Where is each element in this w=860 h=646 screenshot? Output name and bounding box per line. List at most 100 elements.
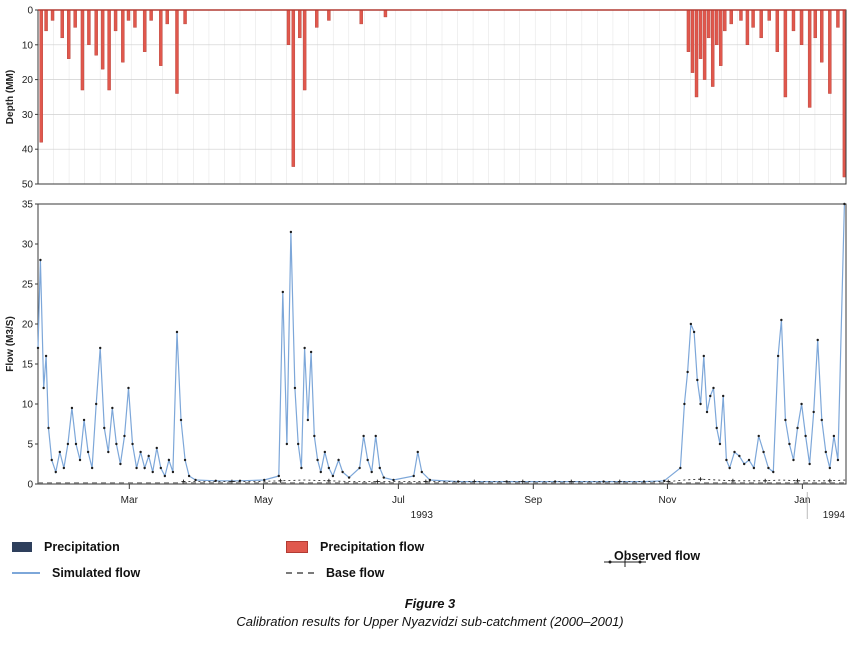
legend-swatch-dashed-line bbox=[286, 572, 314, 574]
precip-bar bbox=[298, 9, 302, 39]
precip-bar bbox=[60, 9, 64, 39]
precip-bar bbox=[698, 9, 703, 59]
svg-text:0: 0 bbox=[27, 6, 33, 17]
svg-text:1993: 1993 bbox=[411, 510, 434, 521]
svg-text:30: 30 bbox=[22, 240, 34, 251]
svg-text:Nov: Nov bbox=[659, 495, 677, 506]
precip-bar bbox=[767, 9, 771, 21]
precip-bar bbox=[175, 9, 179, 94]
precip-bar bbox=[286, 9, 291, 45]
precip-bar bbox=[149, 9, 153, 21]
precip-bar bbox=[745, 9, 750, 45]
precip-bar bbox=[165, 9, 169, 25]
precip-bar bbox=[291, 9, 296, 167]
precipitation-chart: 0 10 20 30 40 50 Depth (MM) bbox=[5, 6, 847, 191]
svg-text:May: May bbox=[254, 495, 273, 506]
svg-text:Mar: Mar bbox=[121, 495, 139, 506]
legend-item: Observed flow bbox=[602, 547, 701, 567]
precip-bar bbox=[751, 9, 755, 28]
svg-text:5: 5 bbox=[27, 440, 33, 451]
svg-text:50: 50 bbox=[22, 180, 34, 191]
precip-bar bbox=[715, 9, 719, 45]
legend-item: Simulated flow bbox=[12, 564, 140, 582]
precip-bar bbox=[775, 9, 780, 52]
precip-bar bbox=[828, 9, 832, 94]
legend-swatch-blue-line bbox=[12, 572, 40, 574]
legend-label: Precipitation bbox=[44, 540, 120, 554]
observed-flow-line bbox=[183, 478, 847, 483]
precip-bar bbox=[694, 9, 699, 98]
observed-flow-swatch-icon bbox=[604, 557, 646, 567]
precip-bar bbox=[80, 9, 85, 91]
precip-bar bbox=[359, 9, 363, 25]
svg-text:Sep: Sep bbox=[524, 495, 542, 506]
legend-swatch-navy-bar bbox=[12, 542, 32, 552]
precip-bar bbox=[44, 9, 48, 32]
precip-bar bbox=[133, 9, 137, 28]
precip-bar bbox=[706, 9, 711, 39]
svg-text:10: 10 bbox=[22, 40, 34, 51]
precip-bar bbox=[723, 9, 727, 32]
svg-text:15: 15 bbox=[22, 360, 34, 371]
precip-bar bbox=[121, 9, 125, 63]
svg-text:20: 20 bbox=[22, 320, 34, 331]
svg-text:40: 40 bbox=[22, 145, 34, 156]
svg-text:0: 0 bbox=[27, 480, 33, 491]
legend-label: Observed flow bbox=[614, 549, 701, 563]
precip-bar bbox=[383, 9, 388, 18]
precip-bar bbox=[791, 9, 796, 32]
legend-item: Precipitation bbox=[12, 538, 120, 556]
svg-text:1994: 1994 bbox=[823, 510, 846, 521]
precip-bar bbox=[836, 9, 840, 28]
flow-chart: 0 5 10 15 20 25 30 35 Mar May Jul Sep Nov Jan 1993 1994… bbox=[5, 200, 847, 521]
legend-label: Precipitation flow bbox=[320, 540, 425, 554]
precip-bar bbox=[39, 9, 43, 143]
precip-bar bbox=[813, 9, 817, 39]
precip-bar bbox=[807, 9, 812, 108]
precip-bar bbox=[302, 9, 307, 91]
precip-bar bbox=[87, 9, 91, 45]
precip-bar bbox=[100, 9, 105, 70]
precip-bar bbox=[327, 9, 331, 21]
precip-bar bbox=[686, 9, 691, 52]
legend-label: Base flow bbox=[326, 566, 385, 580]
svg-text:10: 10 bbox=[22, 400, 34, 411]
svg-text:Flow (M3/S): Flow (M3/S) bbox=[5, 316, 16, 372]
svg-text:35: 35 bbox=[22, 200, 34, 211]
figure-caption-text: Calibration results for Upper Nyazvidzi … bbox=[236, 614, 624, 629]
precip-bar bbox=[783, 9, 788, 98]
legend-item: Precipitation flow bbox=[286, 538, 424, 556]
svg-text:Depth (MM): Depth (MM) bbox=[5, 70, 16, 124]
figure-caption-title: Figure 3 bbox=[404, 596, 456, 611]
precip-bar bbox=[759, 9, 763, 39]
svg-text:30: 30 bbox=[22, 110, 34, 121]
precip-bar bbox=[315, 9, 319, 28]
svg-text:20: 20 bbox=[22, 75, 34, 86]
precip-bar bbox=[842, 9, 847, 178]
precip-bar bbox=[820, 9, 824, 63]
figure-caption: Figure 3 Calibration results for Upper N… bbox=[0, 596, 860, 629]
precip-bar bbox=[113, 9, 118, 32]
svg-text:Jan: Jan bbox=[794, 495, 810, 506]
precip-bar bbox=[94, 9, 98, 56]
precip-bar bbox=[799, 9, 804, 45]
precip-bar bbox=[719, 9, 723, 66]
precip-bar bbox=[50, 9, 55, 21]
precip-bar bbox=[126, 9, 131, 21]
svg-text:Jul: Jul bbox=[392, 495, 405, 506]
precip-bar bbox=[142, 9, 147, 52]
precip-bar bbox=[739, 9, 743, 21]
svg-text:25: 25 bbox=[22, 280, 34, 291]
legend-item: Base flow bbox=[286, 564, 384, 582]
precip-bar bbox=[67, 9, 71, 59]
simulated-flow-line bbox=[37, 203, 845, 483]
precip-bar bbox=[702, 9, 707, 80]
precip-bar bbox=[710, 9, 715, 87]
precip-bar bbox=[729, 9, 733, 25]
legend-swatch-red-bar bbox=[286, 541, 308, 553]
precip-bar bbox=[690, 9, 695, 73]
precip-bar bbox=[183, 9, 187, 25]
precip-bar bbox=[73, 9, 77, 28]
chart-legend: Precipitation Simulated flow Precipitation… bbox=[0, 534, 860, 592]
